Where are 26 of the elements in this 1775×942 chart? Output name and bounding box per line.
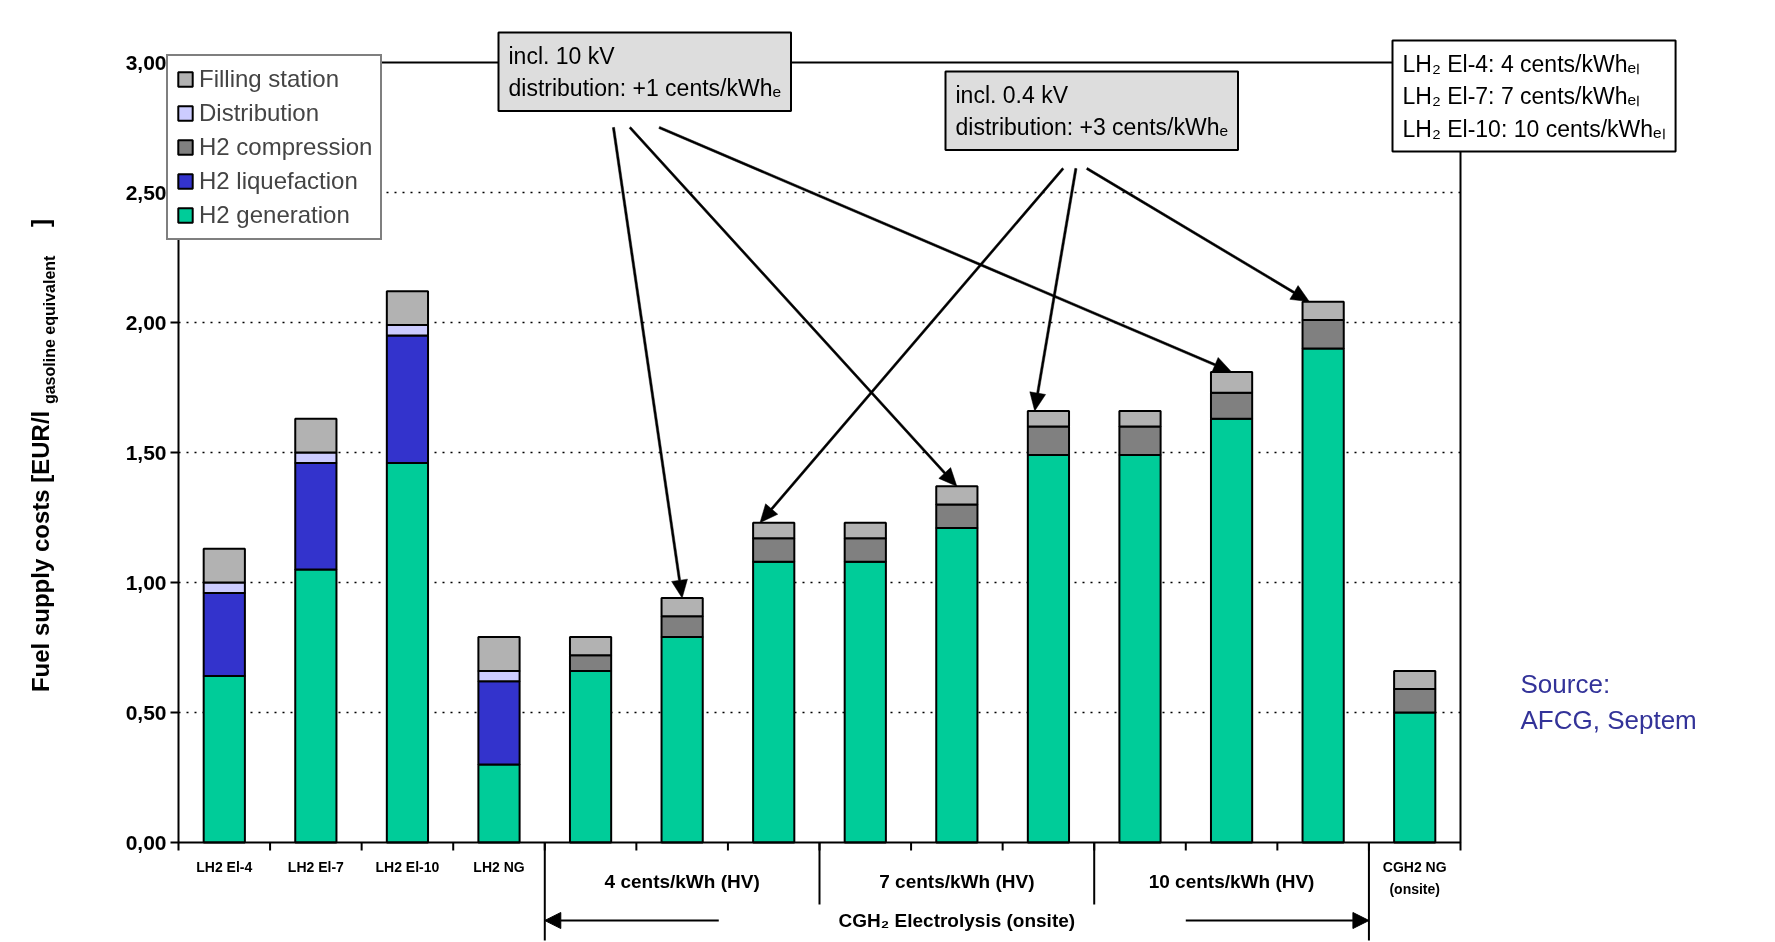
annotation: LH₂ El-4: 4 cents/kWhₑₗ LH₂ El-7: 7 cents/kWhₑₗ LH₂ El-10: 10 cents/kWhₑₗ [1402, 50, 1666, 142]
text: 7 cents/kWh (HV) [879, 870, 1035, 892]
x-tick-label: LH2 El-7 [287, 858, 345, 875]
annotation: incl. 10 kV distribution: +1 cents/kWhₑ [508, 42, 782, 101]
text: CGH₂ Electrolysis (onsite) [838, 910, 1076, 931]
x-tick-label: CGH2 NG (onsite) [1382, 858, 1447, 897]
text: 10 cents/kWh (HV) [1148, 870, 1315, 892]
y-tick-label: 3,00 [125, 50, 167, 74]
y-tick-label: 2,50 [125, 180, 167, 204]
y-tick-label: 1,50 [125, 440, 167, 464]
legend-label: Filling station [199, 64, 340, 94]
y-tick-label: 0,50 [125, 700, 167, 724]
text: Fuel supply costs [EUR/lgasoline equivalent ] [27, 218, 58, 693]
legend-label: H2 compression [199, 132, 373, 162]
legend-label: H2 generation [199, 200, 350, 230]
y-tick-label: 2,00 [125, 310, 167, 334]
x-tick-label: LH2 El-4 [196, 858, 253, 875]
y-tick-label: 0,00 [125, 830, 167, 854]
x-tick-label: LH2 NG [473, 858, 525, 875]
annotation: incl. 0.4 kV distribution: +3 cents/kWhₑ [955, 81, 1229, 140]
legend-label: Distribution [199, 98, 320, 128]
x-tick-label: LH2 El-10 [375, 858, 440, 875]
source-note: Source: AFCG, Septem [1520, 668, 1697, 735]
text: 4 cents/kWh (HV) [604, 870, 760, 892]
legend-label: H2 liquefaction [199, 166, 358, 196]
y-tick-label: 1,00 [125, 570, 167, 594]
